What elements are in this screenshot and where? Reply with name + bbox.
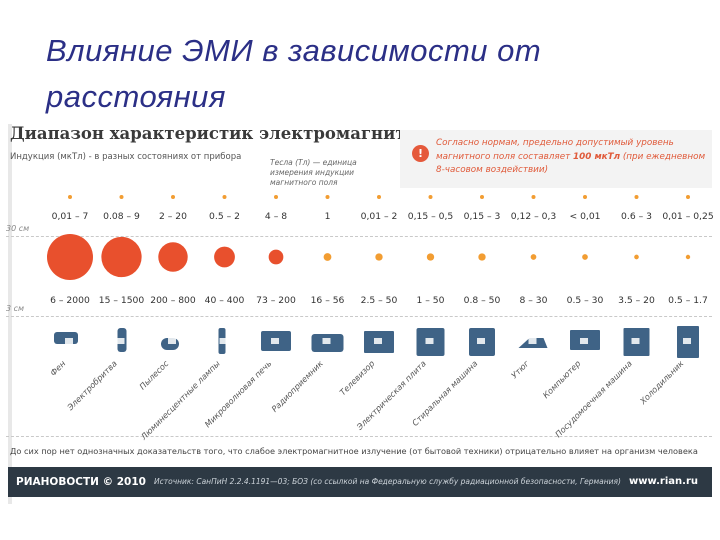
appliance-icon-5 <box>261 331 291 351</box>
near-bubble-4 <box>214 246 235 268</box>
near-value-5: 73 – 200 <box>256 295 296 306</box>
divider-near <box>6 316 712 317</box>
near-bubble-12 <box>634 254 639 260</box>
near-bubble-10 <box>530 254 537 260</box>
appliance-label-6: Радиоприемник <box>269 358 325 414</box>
far-bubble-1 <box>68 195 72 199</box>
appliance-icon-12 <box>623 328 650 356</box>
far-value-8: 0,15 – 0,5 <box>408 211 454 222</box>
near-bubble-1 <box>47 234 93 280</box>
appliance-icon-13 <box>677 326 699 358</box>
notice-text: Согласно нормам, предельно допустимый ур… <box>436 137 706 178</box>
far-value-5: 4 – 8 <box>265 211 287 222</box>
near-value-7: 2.5 – 50 <box>361 295 398 306</box>
near-bubble-13 <box>685 254 691 260</box>
far-value-7: 0,01 – 2 <box>361 211 398 222</box>
far-bubble-3 <box>171 195 175 199</box>
appliance-label-1: Фен <box>48 358 68 378</box>
far-bubble-6 <box>325 195 330 199</box>
near-value-10: 8 – 30 <box>520 295 548 306</box>
footer-url: www.rian.ru <box>629 476 698 487</box>
norm-notice: ! Согласно нормам, предельно допустимый … <box>400 130 712 188</box>
notice-text-end: (при ежедневном 8-часовом воздействии) <box>436 151 706 176</box>
near-value-12: 3.5 – 20 <box>618 295 655 306</box>
slide-title: Влияние ЭМИ в зависимости от расстояния <box>46 33 542 114</box>
appliance-label-13: Холодильник <box>637 358 685 406</box>
chart-title: Диапазон характеристик электромагнитного… <box>10 124 503 143</box>
chart-subtitle: Индукция (мкТл) - в разных состояниях от… <box>10 152 242 162</box>
appliance-icon-3 <box>161 338 179 350</box>
footer-bar: РИАНОВОСТИ © 2010 Источник: СанПиН 2.2.4… <box>8 467 712 497</box>
notice-text-start: Согласно нормам, предельно допустимый ур… <box>436 138 674 162</box>
far-value-11: < 0,01 <box>569 211 600 222</box>
near-value-8: 1 – 50 <box>417 295 445 306</box>
appliance-icon-9 <box>469 328 495 356</box>
bubble-chart-svg: 0,01 – 7 6 – 2000 Фен 0.08 – 9 15 – 1500 Элек… <box>47 195 714 442</box>
appliance-icon-7 <box>364 331 394 353</box>
near-bubble-6 <box>323 253 332 261</box>
far-bubble-9 <box>480 195 484 199</box>
far-bubble-5 <box>274 195 278 199</box>
appliance-label-10: Утюг <box>509 358 531 380</box>
far-value-4: 0.5 – 2 <box>209 211 240 222</box>
far-bubble-2 <box>119 195 124 199</box>
far-value-3: 2 – 20 <box>159 211 187 222</box>
near-bubble-5 <box>268 249 284 265</box>
emf-infographic: Диапазон характеристик электромагнитного… <box>0 124 720 504</box>
far-value-10: 0,12 – 0,3 <box>511 211 557 222</box>
distance-label-near: 3 см <box>6 304 25 313</box>
appliance-icon-8 <box>416 328 445 356</box>
near-value-9: 0.8 – 50 <box>464 295 501 306</box>
near-bubble-11 <box>582 254 588 260</box>
far-bubble-4 <box>222 195 227 199</box>
near-value-13: 0.5 – 1.7 <box>668 295 708 306</box>
near-value-2: 15 – 1500 <box>99 295 145 306</box>
near-bubble-7 <box>375 253 383 261</box>
far-bubble-10 <box>531 195 536 199</box>
near-bubble-3 <box>158 242 188 272</box>
far-value-2: 0.08 – 9 <box>103 211 140 222</box>
far-value-9: 0,15 – 3 <box>464 211 501 222</box>
far-bubble-13 <box>686 195 690 199</box>
distance-label-far: 30 см <box>6 224 30 233</box>
unit-note: Тесла (Тл) — единица измерения индукции … <box>270 158 357 187</box>
appliance-label-3: Пылесос <box>137 358 171 392</box>
far-value-6: 1 <box>325 211 331 222</box>
appliance-label-7: Телевизор <box>338 358 377 397</box>
appliance-icon-11 <box>570 330 600 350</box>
appliance-label-11: Компьютер <box>541 358 583 400</box>
near-value-11: 0.5 – 30 <box>567 295 604 306</box>
near-bubble-9 <box>478 253 486 261</box>
appliance-icon-2 <box>116 328 127 352</box>
appliance-icon-1 <box>54 332 78 344</box>
far-value-12: 0.6 – 3 <box>621 211 652 222</box>
appliance-icon-4 <box>218 328 228 354</box>
divider-far <box>6 236 712 237</box>
far-bubble-7 <box>377 195 381 199</box>
footer-brand: РИАНОВОСТИ © 2010 <box>16 476 146 488</box>
near-value-6: 16 – 56 <box>311 295 345 306</box>
near-value-3: 200 – 800 <box>150 295 196 306</box>
disclaimer-text: До сих пор нет однозначных доказательств… <box>10 446 698 456</box>
far-value-13: 0,01 – 0,25 <box>662 211 714 222</box>
far-value-1: 0,01 – 7 <box>52 211 89 222</box>
warning-icon: ! <box>412 145 429 162</box>
far-bubble-11 <box>583 195 587 199</box>
far-bubble-8 <box>428 195 433 199</box>
appliance-icon-10 <box>518 338 548 348</box>
appliance-icon-6 <box>311 334 344 352</box>
left-accent-bar <box>8 124 12 504</box>
divider-bottom <box>6 436 712 437</box>
notice-limit: 100 мкТл <box>573 151 621 162</box>
near-value-4: 40 – 400 <box>205 295 245 306</box>
near-value-1: 6 – 2000 <box>50 295 90 306</box>
appliance-label-2: Электробритва <box>64 358 119 413</box>
far-bubble-12 <box>634 195 639 199</box>
near-bubble-8 <box>426 253 435 261</box>
near-bubble-2 <box>101 236 142 278</box>
footer-source: Источник: СанПиН 2.2.4.1191—03; БОЗ (со … <box>154 477 621 486</box>
